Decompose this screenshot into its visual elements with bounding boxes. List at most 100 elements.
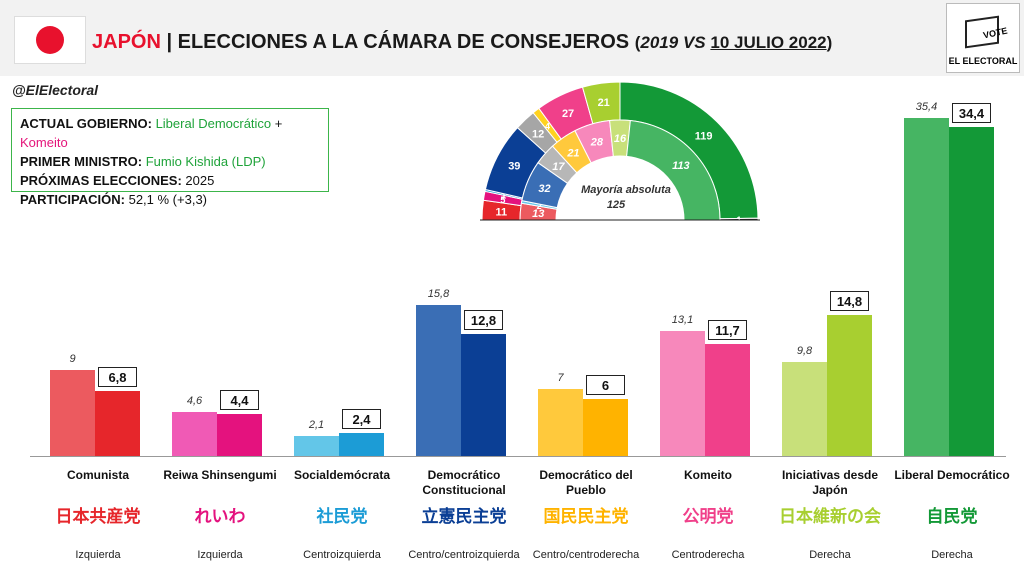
ideology-7: Derecha (931, 549, 973, 561)
value-label-prev-6: 9,8 (796, 345, 813, 358)
ideology-0: Izquierda (75, 549, 121, 561)
title-dates: (2019 VS 10 JULIO 2022) (634, 33, 833, 52)
party-logo-4: 国民民主党 (543, 507, 629, 526)
value-label-curr-7: 34,4 (952, 103, 991, 124)
value-label-curr-5: 11,7 (708, 320, 747, 341)
turnout-value: 52,1 % (+3,3) (128, 192, 207, 207)
value-label-prev-3: 15,8 (427, 288, 450, 301)
outer-label-0: 11 (495, 206, 507, 218)
pm-label: PRIMER MINISTRO: (20, 154, 143, 169)
el-electoral-logo: VOTE EL ELECTORAL (946, 3, 1020, 73)
party-logo-1: れいわ (194, 507, 246, 526)
gov-plus: + (274, 116, 283, 131)
inner-label-2: 32 (538, 183, 550, 195)
ideology-3: Centro/centroizquierda (408, 549, 520, 561)
outer-label-4: 12 (532, 129, 544, 141)
ideology-5: Centroderecha (671, 549, 745, 561)
bar-curr-2 (339, 433, 384, 456)
bar-prev-6 (782, 362, 827, 456)
party-logo-5: 公明党 (682, 507, 734, 526)
page-title: JAPÓN | ELECCIONES A LA CÁMARA DE CONSEJ… (92, 31, 832, 54)
logo-brand-text: EL ELECTORAL (948, 56, 1018, 66)
ideology-1: Izquierda (197, 549, 243, 561)
value-label-prev-5: 13,1 (671, 313, 694, 326)
inner-label-7: 113 (672, 160, 690, 172)
title-date-current: 10 JULIO 2022 (710, 33, 827, 52)
chart-baseline (30, 456, 1006, 457)
party-name-6: Iniciativas desde Japón (781, 468, 879, 497)
twitter-handle: @ElElectoral (12, 82, 99, 98)
info-turnout: PARTICIPACIÓN: 52,1 % (+3,3) (20, 190, 320, 209)
info-prime-minister: PRIMER MINISTRO: Fumio Kishida (LDP) (20, 152, 320, 171)
outer-label-3: 39 (508, 160, 520, 172)
bar-prev-5 (660, 330, 705, 456)
value-label-prev-2: 2,1 (308, 418, 325, 431)
value-label-prev-4: 7 (557, 372, 564, 385)
inner-label-4: 21 (566, 147, 579, 159)
title-vs: VS (682, 33, 706, 52)
value-label-curr-0: 6,8 (98, 367, 137, 388)
info-next-elections: PRÓXIMAS ELECCIONES: 2025 (20, 171, 320, 190)
outer-label-7: 21 (598, 97, 610, 109)
outer-label-1: 5 (500, 195, 505, 205)
gov-party-b: Komeito (20, 135, 68, 150)
outer-label-5: 4 (545, 122, 550, 132)
turnout-label: PARTICIPACIÓN: (20, 192, 125, 207)
party-name-2: Socialdemócrata (293, 468, 391, 482)
inner-label-5: 28 (590, 136, 604, 148)
outer-label-8: 119 (695, 130, 713, 142)
party-name-7: Liberal Democrático (894, 468, 1010, 482)
party-name-3: Democrático Constitucional (422, 468, 506, 497)
party-logo-0: 日本共産党 (55, 507, 141, 526)
value-label-prev-0: 9 (69, 353, 76, 366)
gov-party-a: Liberal Democrático (155, 116, 272, 131)
value-label-prev-1: 4,6 (186, 395, 203, 408)
party-name-0: Comunista (66, 468, 129, 482)
value-label-curr-2: 2,4 (342, 409, 381, 430)
inner-label-6: 16 (614, 133, 627, 145)
party-logo-2: 社民党 (316, 507, 368, 526)
bar-prev-1 (172, 412, 217, 456)
majority-label: Mayoría absoluta (581, 184, 671, 196)
title-year-prev: 2019 (640, 33, 679, 52)
ideology-4: Centro/centroderecha (532, 549, 640, 561)
value-label-curr-3: 12,8 (464, 309, 503, 330)
outer-label-6: 27 (562, 108, 574, 120)
bar-curr-5 (705, 344, 750, 456)
title-main: | ELECCIONES A LA CÁMARA DE CONSEJEROS (166, 31, 630, 53)
party-logo-7: 自民党 (926, 507, 978, 526)
party-name-1: Reiwa Shinsengumi (163, 468, 277, 482)
bar-prev-7 (904, 117, 949, 456)
ideology-6: Derecha (809, 549, 851, 561)
flag-sun (36, 26, 64, 54)
bar-prev-3 (416, 305, 461, 456)
value-label-prev-7: 35,4 (915, 100, 938, 113)
pm-value: Fumio Kishida (LDP) (145, 154, 266, 169)
inner-label-1: 2 (536, 201, 542, 211)
next-label: PRÓXIMAS ELECCIONES: (20, 173, 182, 188)
japan-flag-icon (14, 16, 86, 64)
bar-prev-2 (294, 435, 339, 456)
outer-label-2: 1 (501, 190, 506, 200)
ideology-2: Centroizquierda (303, 549, 381, 561)
party-logo-3: 立憲民主党 (421, 507, 507, 526)
info-box: ACTUAL GOBIERNO: Liberal Democrático + K… (11, 108, 329, 207)
bar-prev-0 (50, 370, 95, 456)
bar-prev-4 (538, 389, 583, 456)
bar-curr-7 (949, 127, 994, 456)
inner-label-0: 13 (532, 208, 544, 220)
majority-value: 125 (607, 199, 626, 211)
bar-curr-0 (95, 391, 140, 456)
party-logo-6: 日本維新の会 (779, 507, 881, 526)
party-name-5: Komeito (684, 468, 732, 482)
bar-curr-3 (461, 333, 506, 456)
info-government: ACTUAL GOBIERNO: Liberal Democrático + K… (20, 114, 320, 152)
bar-curr-6 (827, 314, 872, 456)
header-band (0, 0, 1024, 76)
next-value: 2025 (185, 173, 215, 188)
bar-curr-1 (217, 413, 262, 456)
party-name-4: Democrático del Pueblo (539, 468, 633, 497)
value-label-curr-4: 6 (586, 374, 625, 395)
inner-label-3: 17 (552, 161, 565, 173)
